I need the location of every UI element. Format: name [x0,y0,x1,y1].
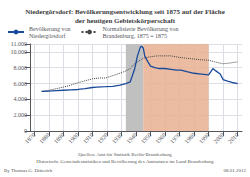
svg-text:1990: 1990 [198,132,211,145]
svg-text:6.000: 6.000 [14,81,28,87]
svg-text:Normalisierte Bevölkerung von: Normalisierte Bevölkerung von [102,26,178,32]
svg-text:1880: 1880 [38,132,51,145]
svg-text:Historische Gemeindestatistike: Historische Gemeindestatistiken und Bevö… [36,159,214,164]
svg-text:1930: 1930 [111,132,124,145]
svg-text:1970: 1970 [169,132,182,145]
svg-text:1870: 1870 [24,132,37,145]
svg-text:Quellen: Amt für Statistik Ber: Quellen: Amt für Statistik Berlin-Brande… [78,152,172,157]
svg-text:1900: 1900 [67,132,80,145]
svg-text:2000: 2000 [213,132,226,145]
svg-text:Brandenburg, 1875 = 1875: Brandenburg, 1875 = 1875 [102,33,167,39]
svg-text:08.01.2012: 08.01.2012 [224,168,247,173]
svg-text:11.000: 11.000 [11,41,27,47]
svg-text:Niedergörsdorf: Bevölkerungsen: Niedergörsdorf: Bevölkerungsentwicklung … [25,8,225,16]
svg-text:By Thomas G. Ditterich: By Thomas G. Ditterich [4,168,53,173]
svg-text:0: 0 [24,128,27,134]
svg-text:10.000: 10.000 [11,49,28,55]
svg-text:Niedergörsdorf: Niedergörsdorf [29,33,66,39]
svg-text:der heutigen Gebietskörperscha: der heutigen Gebietskörperschaft [75,17,176,25]
svg-text:Bevölkerung von: Bevölkerung von [29,26,71,32]
svg-text:4.000: 4.000 [14,96,28,102]
svg-text:1890: 1890 [53,132,66,145]
svg-text:8.000: 8.000 [14,65,28,71]
svg-text:2010: 2010 [227,132,240,145]
svg-text:2.000: 2.000 [14,112,28,118]
svg-text:1980: 1980 [183,132,196,145]
svg-text:1920: 1920 [96,132,109,145]
svg-text:1960: 1960 [154,132,167,145]
svg-text:1910: 1910 [82,132,95,145]
svg-text:1940: 1940 [125,132,138,145]
svg-text:1950: 1950 [140,132,153,145]
